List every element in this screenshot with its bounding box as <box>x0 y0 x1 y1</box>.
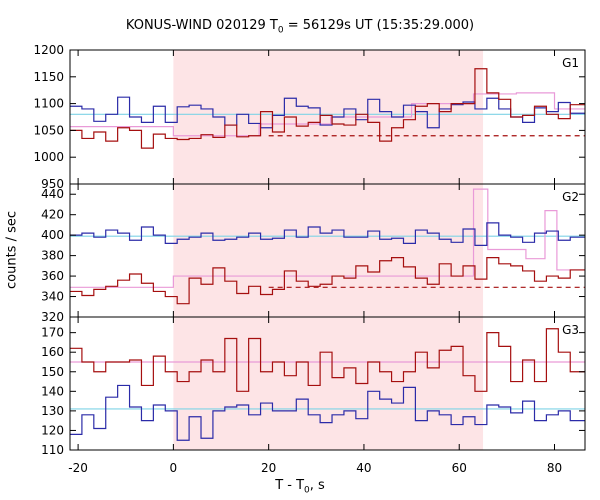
panel-label: G1 <box>562 56 579 70</box>
y-tick-label: 150 <box>41 365 64 379</box>
histogram-blue-g2 <box>70 222 585 246</box>
x-tick-label: 40 <box>356 461 371 475</box>
x-tick-label: -20 <box>68 461 88 475</box>
y-tick-label: 110 <box>41 443 64 457</box>
y-tick-label: 130 <box>41 404 64 418</box>
x-tick-label: 60 <box>452 461 467 475</box>
x-axis-label: T - T0, s <box>275 478 325 496</box>
y-tick-label: 1100 <box>33 97 64 111</box>
y-tick-label: 360 <box>41 269 64 283</box>
histogram-red-g2 <box>70 257 585 305</box>
x-tick-label: 80 <box>547 461 562 475</box>
y-axis-label: counts / sec <box>4 210 20 290</box>
y-tick-label: 420 <box>41 208 64 222</box>
y-tick-label: 1150 <box>33 70 64 84</box>
x-tick-label: 20 <box>261 461 276 475</box>
panel-g3: 110 120 130 140 150 160 170 G3 <box>41 316 586 457</box>
histogram-blue-g1 <box>70 96 585 129</box>
y-tick-label: 400 <box>41 228 64 242</box>
histogram-blue-g3 <box>70 384 585 441</box>
model-fit-line <box>70 92 585 137</box>
y-tick-label: 320 <box>41 310 64 324</box>
y-tick-label: 950 <box>41 177 64 191</box>
y-tick-label: 120 <box>41 423 64 437</box>
y-tick-label: 140 <box>41 384 64 398</box>
y-tick-label: 170 <box>41 326 64 340</box>
panel-label: G3 <box>562 323 579 337</box>
y-tick-label: 160 <box>41 345 64 359</box>
y-tick-label: 1050 <box>33 123 64 137</box>
y-tick-label: 440 <box>41 187 64 201</box>
y-tick-label: 340 <box>41 290 64 304</box>
histogram-red-g3 <box>70 328 585 392</box>
chart-title: KONUS-WIND 020129 T0 = 56129s UT (15:35:… <box>125 18 475 36</box>
panel-frame <box>69 316 586 451</box>
y-tick-label: 1000 <box>33 150 64 164</box>
y-tick-label: 380 <box>41 249 64 263</box>
x-tick-label: 0 <box>170 461 178 475</box>
burst-interval-highlight <box>173 50 484 450</box>
panel-label: G2 <box>562 190 579 204</box>
histogram-red-g1 <box>70 68 585 149</box>
model-fit-line <box>70 188 585 288</box>
panel-g1: 950 1000 1050 1100 1150 1200 G1 <box>33 43 586 191</box>
y-tick-label: 1200 <box>33 43 64 57</box>
